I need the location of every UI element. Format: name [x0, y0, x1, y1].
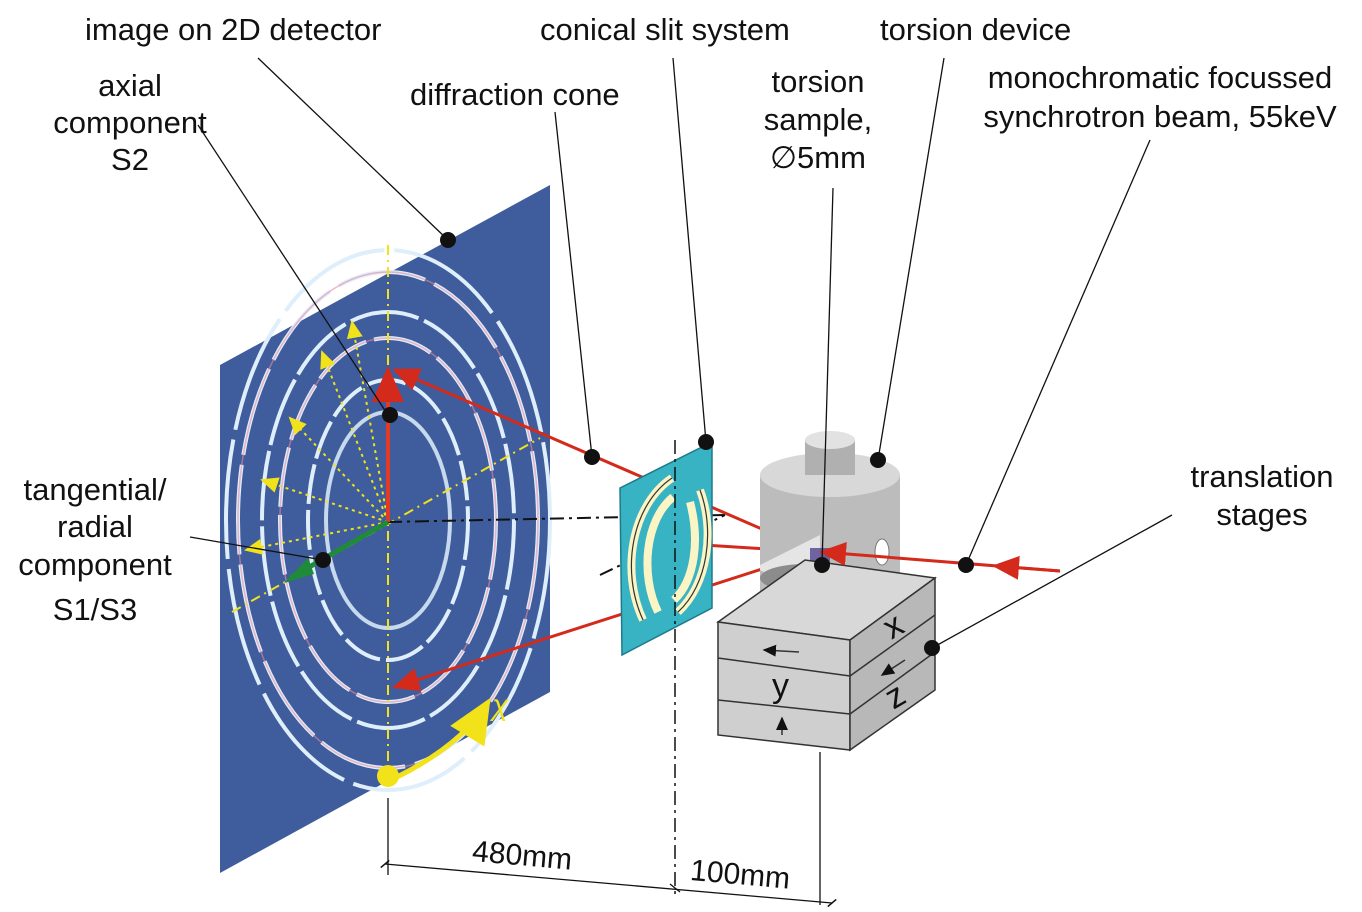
translation-stages	[716, 559, 937, 752]
label-axis-y: y	[772, 667, 789, 705]
label-axial-line2: component	[53, 105, 207, 140]
label-axial-line1: axial	[98, 68, 162, 103]
label-sample-line1: torsion	[771, 64, 864, 99]
label-sample-line3: ∅5mm	[770, 140, 866, 175]
label-axial-line3: S2	[111, 142, 149, 177]
label-stages-line2: stages	[1216, 497, 1307, 532]
conical-slit	[619, 440, 713, 657]
label-tangential-line4: S1/S3	[53, 592, 137, 627]
label-beam-line2: synchrotron beam, 55keV	[983, 99, 1337, 134]
label-detector-image: image on 2D detector	[85, 12, 381, 47]
label-chi: χ	[489, 689, 509, 722]
label-beam-line1: monochromatic focussed	[988, 60, 1333, 95]
label-dimension-480: 480mm	[471, 835, 574, 877]
label-tangential-line1: tangential/	[23, 472, 166, 507]
annotation-labels: image on 2D detector axial component S2 …	[18, 12, 1337, 896]
label-stages-line1: translation	[1190, 459, 1333, 494]
label-sample-line2: sample,	[764, 102, 873, 137]
leader-dots	[315, 232, 974, 656]
label-dimension-100: 100mm	[689, 854, 792, 896]
label-torsion-device: torsion device	[880, 12, 1071, 47]
label-diffraction-cone: diffraction cone	[410, 77, 620, 112]
chi-origin-dot	[377, 765, 399, 787]
radial-arrowhead	[284, 558, 314, 583]
dimension-lines	[380, 752, 837, 908]
label-tangential-line3: component	[18, 547, 172, 582]
label-slit-system: conical slit system	[540, 12, 790, 47]
label-tangential-line2: radial	[57, 509, 133, 544]
leader-lines	[189, 57, 1173, 649]
chi-arrow	[393, 697, 491, 781]
